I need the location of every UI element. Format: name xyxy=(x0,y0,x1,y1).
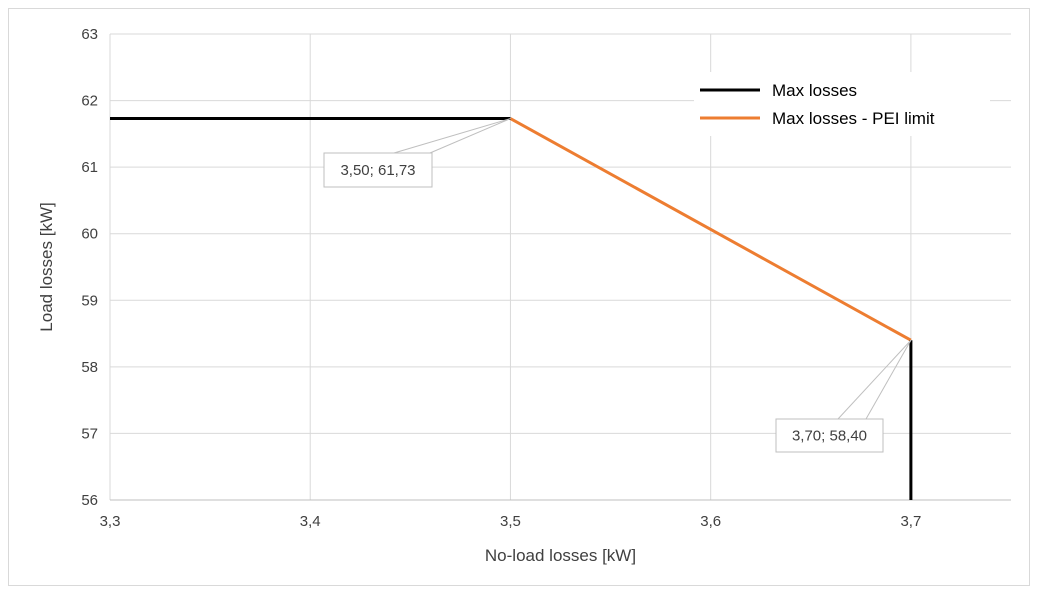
callout-leader xyxy=(430,119,510,153)
x-tick-label: 3,5 xyxy=(500,513,521,530)
y-tick-label: 59 xyxy=(81,292,98,309)
x-axis-title: No-load losses [kW] xyxy=(485,546,636,565)
callout-leader xyxy=(394,119,510,153)
x-tick-label: 3,6 xyxy=(700,513,721,530)
legend-entry: Max losses - PEI limit xyxy=(772,109,935,128)
y-tick-label: 62 xyxy=(81,93,98,110)
callout-leader xyxy=(866,340,911,419)
y-tick-label: 57 xyxy=(81,425,98,442)
y-tick-label: 58 xyxy=(81,359,98,376)
y-axis-title: Load losses [kW] xyxy=(37,202,56,331)
y-tick-label: 56 xyxy=(81,492,98,509)
x-tick-label: 3,3 xyxy=(100,513,121,530)
callout-leader xyxy=(838,340,911,419)
annotations: 3,50; 61,73 3,70; 58,40 xyxy=(324,119,911,452)
data-label: 3,50; 61,73 xyxy=(340,162,415,179)
legend-entry: Max losses xyxy=(772,81,857,100)
x-tick-label: 3,4 xyxy=(300,513,321,530)
y-tick-label: 63 xyxy=(81,26,98,43)
y-tick-label: 60 xyxy=(81,226,98,243)
legend: Max losses Max losses - PEI limit xyxy=(694,72,990,136)
y-tick-label: 61 xyxy=(81,159,98,176)
x-tick-label: 3,7 xyxy=(900,513,921,530)
data-label: 3,70; 58,40 xyxy=(792,428,867,445)
